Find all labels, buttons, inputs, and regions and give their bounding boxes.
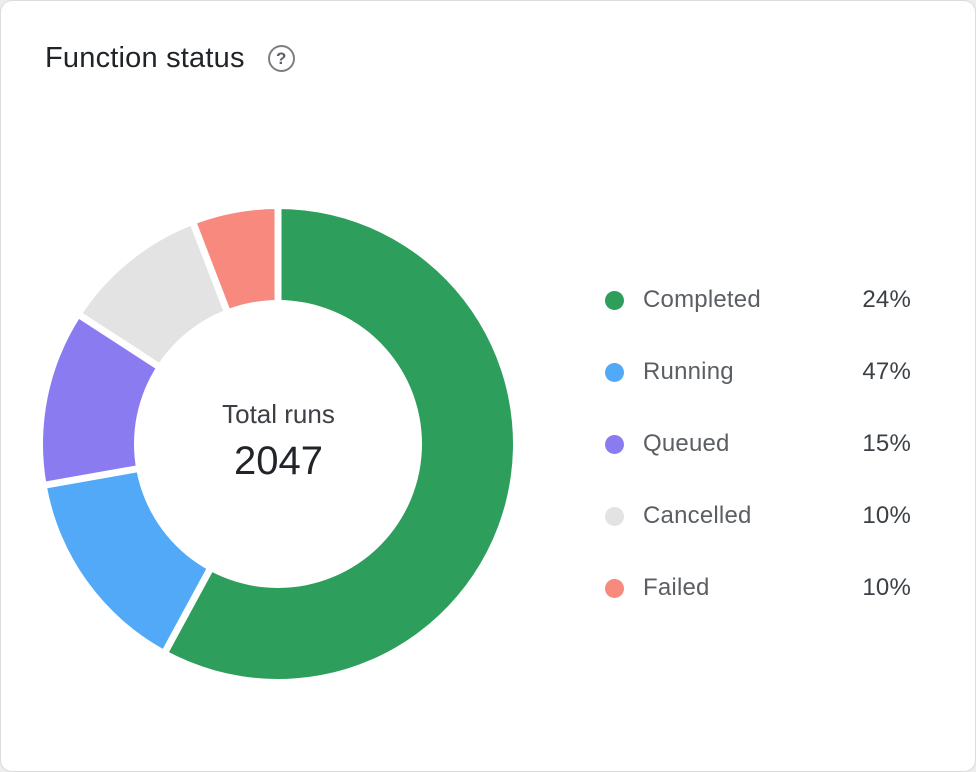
- legend-item-cancelled: Cancelled 10%: [605, 480, 911, 552]
- card-header: Function status ?: [45, 41, 295, 75]
- donut-chart: [42, 207, 514, 679]
- legend: Completed 24% Running 47% Queued 15% Can…: [605, 264, 911, 624]
- legend-dot-completed: [605, 290, 624, 310]
- help-icon[interactable]: ?: [267, 44, 295, 72]
- legend-label: Completed: [643, 286, 761, 313]
- donut-hole: [134, 300, 422, 588]
- legend-item-running: Running 47%: [605, 336, 911, 408]
- card-title: Function status: [45, 42, 245, 74]
- legend-percent: 10%: [862, 502, 911, 529]
- legend-label: Cancelled: [643, 502, 752, 529]
- legend-percent: 15%: [862, 430, 911, 457]
- legend-percent: 47%: [862, 358, 911, 385]
- legend-label: Queued: [643, 430, 730, 457]
- legend-dot-cancelled: [605, 506, 624, 526]
- legend-label: Running: [643, 358, 734, 385]
- legend-percent: 24%: [862, 286, 911, 313]
- legend-dot-queued: [605, 434, 624, 454]
- legend-dot-running: [605, 362, 624, 382]
- legend-percent: 10%: [862, 574, 911, 601]
- legend-item-completed: Completed 24%: [605, 264, 911, 336]
- legend-item-failed: Failed 10%: [605, 552, 911, 624]
- legend-dot-failed: [605, 578, 624, 598]
- legend-item-queued: Queued 15%: [605, 408, 911, 480]
- legend-label: Failed: [643, 574, 710, 601]
